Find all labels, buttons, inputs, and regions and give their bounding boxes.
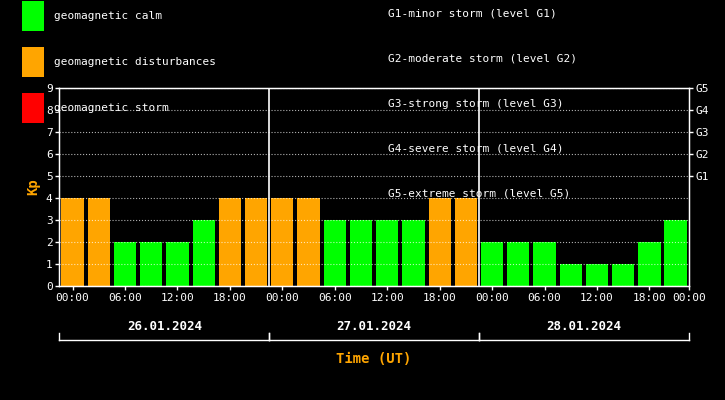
Text: geomagnetic disturbances: geomagnetic disturbances [54,57,216,67]
Bar [402,220,425,286]
Bar [166,242,188,286]
Text: G2-moderate storm (level G2): G2-moderate storm (level G2) [388,54,577,64]
Bar [428,198,451,286]
Text: 27.01.2024: 27.01.2024 [336,320,412,333]
Bar [560,264,582,286]
Text: 26.01.2024: 26.01.2024 [127,320,202,333]
Bar [88,198,110,286]
Bar [219,198,241,286]
Bar [350,220,372,286]
Bar [507,242,529,286]
Bar [534,242,555,286]
Text: G1-minor storm (level G1): G1-minor storm (level G1) [388,9,557,19]
Bar [638,242,660,286]
Bar [140,242,162,286]
Bar [481,242,503,286]
Bar [455,198,477,286]
Text: G3-strong storm (level G3): G3-strong storm (level G3) [388,99,563,109]
Bar [297,198,320,286]
Text: geomagnetic calm: geomagnetic calm [54,11,162,21]
Text: Time (UT): Time (UT) [336,352,412,366]
Text: geomagnetic storm: geomagnetic storm [54,103,169,113]
Text: G4-severe storm (level G4): G4-severe storm (level G4) [388,143,563,153]
Bar [323,220,346,286]
Bar [114,242,136,286]
Bar [586,264,608,286]
Y-axis label: Kp: Kp [26,179,40,195]
Text: 28.01.2024: 28.01.2024 [547,320,621,333]
Bar [62,198,83,286]
Text: G5-extreme storm (level G5): G5-extreme storm (level G5) [388,188,570,198]
Bar [665,220,687,286]
Bar [612,264,634,286]
Bar [193,220,215,286]
Bar [245,198,268,286]
Bar [376,220,398,286]
Bar [271,198,294,286]
